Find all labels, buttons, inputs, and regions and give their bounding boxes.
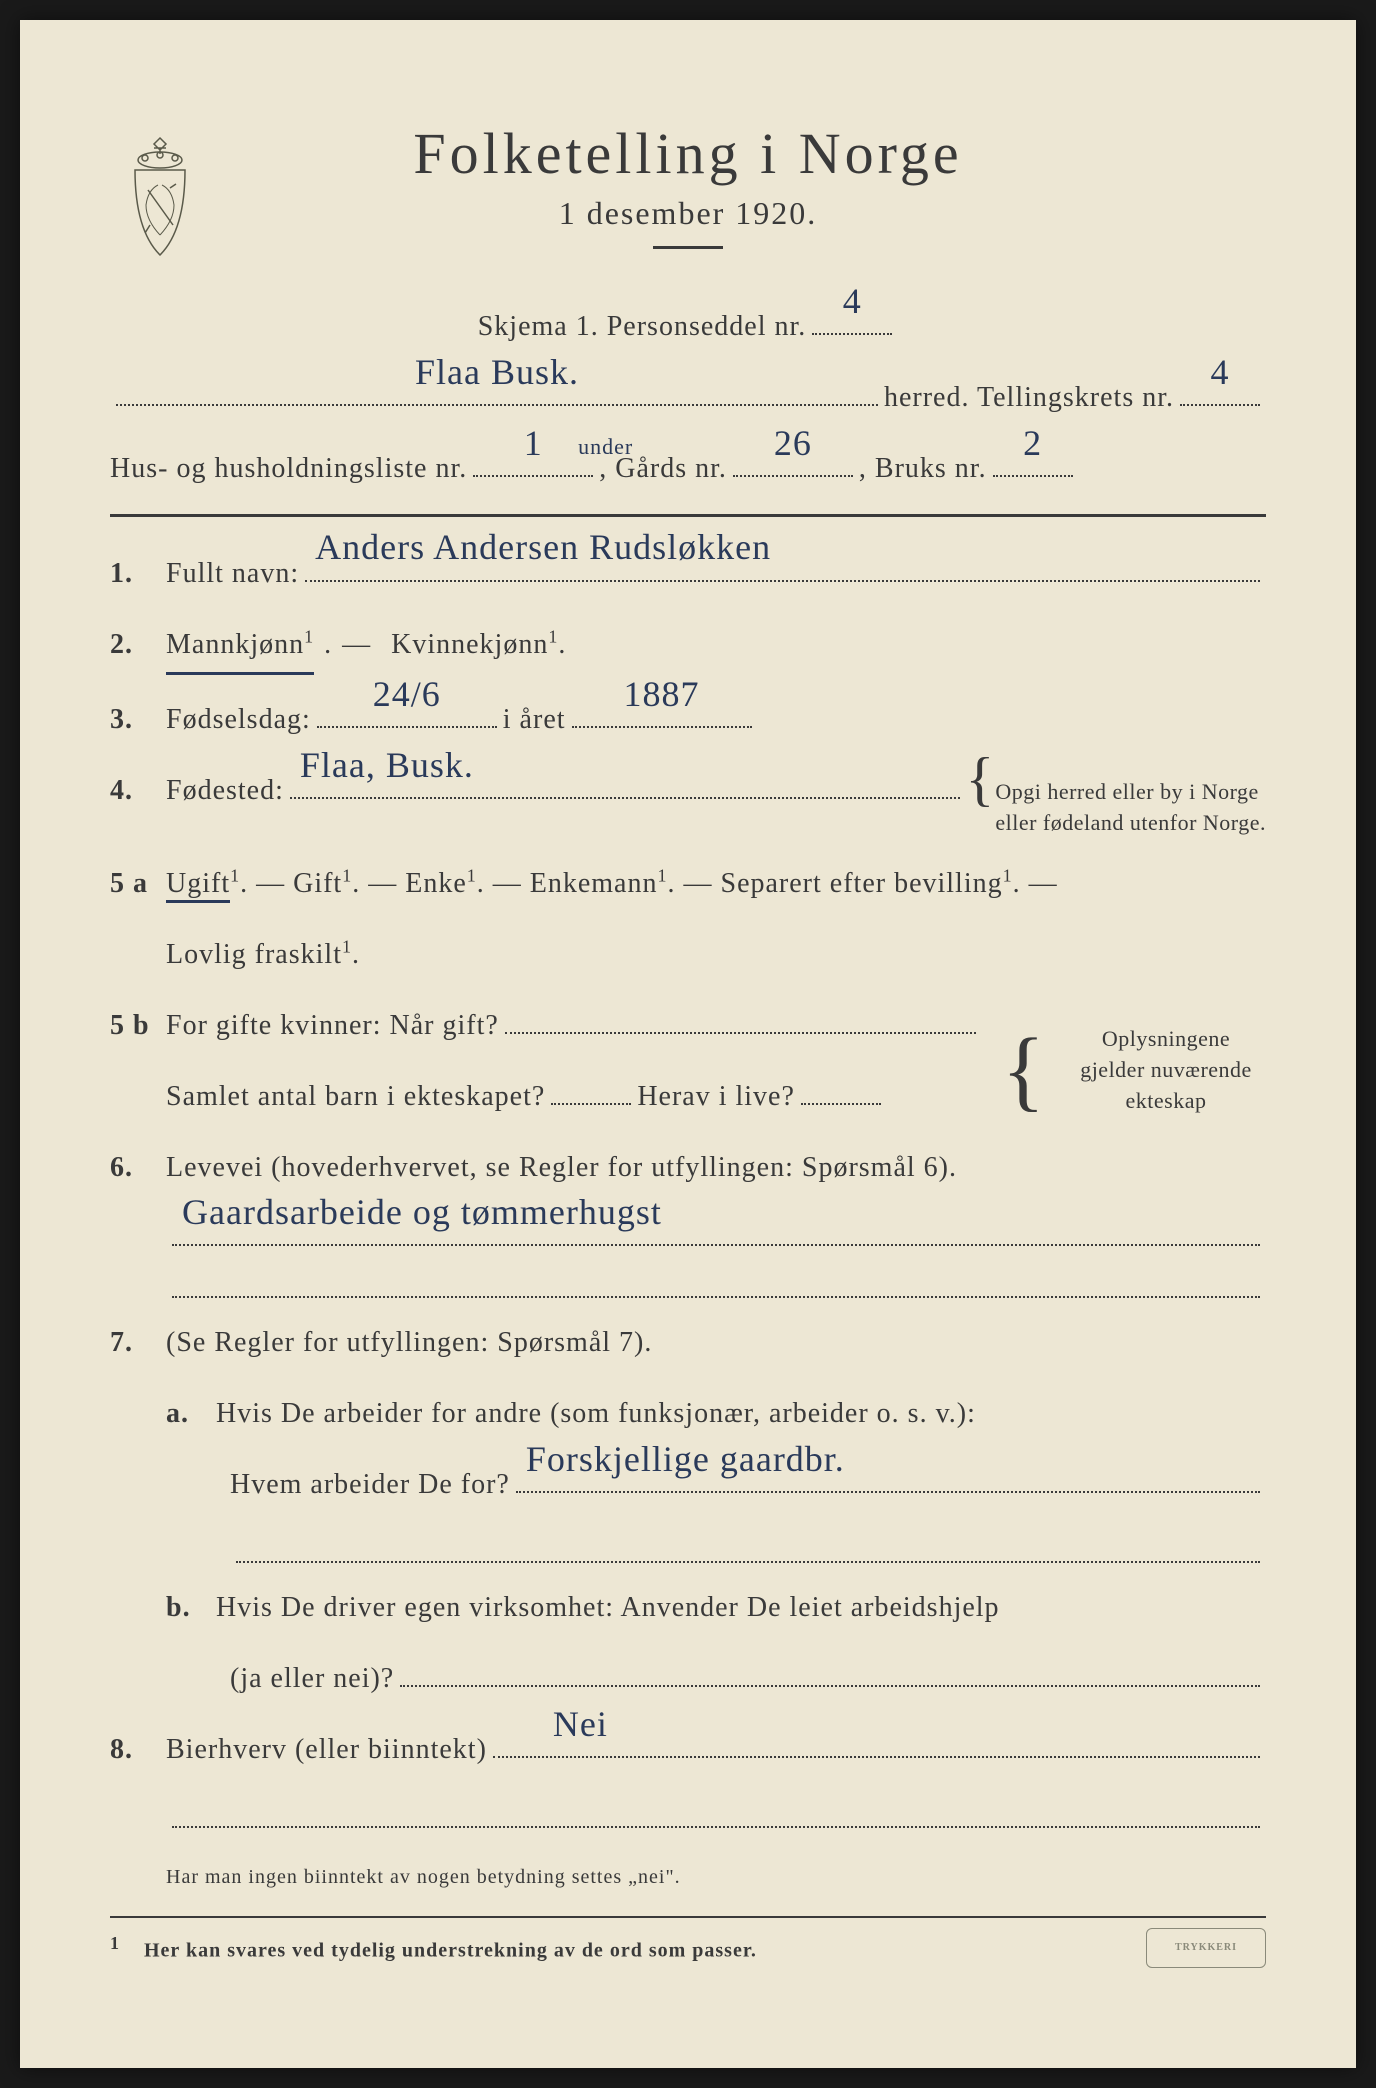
bruks-nr: 2: [993, 409, 1073, 477]
q7-label: (Se Regler for utfyllingen: Spørsmål 7).: [166, 1316, 652, 1369]
q6-blank-line: [110, 1264, 1266, 1298]
q3-year: 1887: [572, 660, 752, 728]
q7b-line1: b. Hvis De driver egen virksomhet: Anven…: [110, 1581, 1266, 1634]
q6-value: Gaardsarbeide og tømmerhugst: [172, 1178, 1260, 1246]
q8-num: 8.: [110, 1723, 166, 1776]
q7-line: 7. (Se Regler for utfyllingen: Spørsmål …: [110, 1316, 1266, 1369]
q7-num: 7.: [110, 1316, 166, 1369]
q4-num: 4.: [110, 764, 166, 817]
herred-value: Flaa Busk.: [116, 338, 878, 406]
q1-num: 1.: [110, 547, 166, 600]
q5a-opts: Ugift1. — Gift1. — Enke1. — Enkemann1. —…: [166, 857, 1058, 910]
husliste-label: Hus- og husholdningsliste nr.: [110, 442, 467, 495]
footnote-num: 1: [110, 1933, 120, 1953]
q4-field: Flaa, Busk.: [290, 766, 960, 800]
q6-num: 6.: [110, 1141, 166, 1194]
q5b-gift-field: [505, 1001, 976, 1035]
q4-value: Flaa, Busk.: [290, 731, 960, 799]
herred-field: Flaa Busk.: [116, 373, 878, 407]
tellingskrets-nr: 4: [1180, 338, 1260, 406]
q5b-barn-field: [551, 1072, 631, 1106]
q4-label: Fødested:: [166, 764, 284, 817]
q7a-field: Forskjellige gaardbr.: [516, 1460, 1260, 1494]
title-block: Folketelling i Norge 1 desember 1920.: [240, 120, 1136, 249]
q5a-opts2: Lovlig fraskilt1.: [166, 928, 360, 981]
q2-mann: Mannkjønn1: [166, 618, 314, 675]
census-form-page: Folketelling i Norge 1 desember 1920. Sk…: [20, 20, 1356, 2068]
q5b-group: 5 b For gifte kvinner: Når gift? Samlet …: [110, 999, 1266, 1141]
form-body: Skjema 1. Personseddel nr. 4 Flaa Busk. …: [110, 300, 1266, 1970]
q5b-line2: Samlet antal barn i ekteskapet? Herav i …: [110, 1070, 982, 1123]
brace-icon: {: [1002, 1048, 1046, 1093]
printer-stamp: TRYKKERI: [1146, 1928, 1266, 1968]
q8-field: Nei: [493, 1725, 1260, 1759]
q1-field: Anders Andersen Rudsløkken: [305, 548, 1260, 582]
gards-nr: 26: [733, 409, 853, 477]
q5b-line1: 5 b For gifte kvinner: Når gift?: [110, 999, 982, 1052]
husliste-field: 1 under: [473, 444, 593, 478]
q5b-l2a: Samlet antal barn i ekteskapet?: [166, 1070, 545, 1123]
q5b-l2b: Herav i live?: [637, 1070, 795, 1123]
gards-field: 26: [733, 444, 853, 478]
q3-year-field: 1887: [572, 694, 752, 728]
q5a-line1: 5 a Ugift1. — Gift1. — Enke1. — Enkemann…: [110, 857, 1266, 910]
personseddel-nr-field: 4: [812, 301, 892, 335]
q3-num: 3.: [110, 693, 166, 746]
q7a-value: Forskjellige gaardbr.: [516, 1425, 1260, 1493]
header: Folketelling i Norge 1 desember 1920.: [110, 120, 1266, 260]
husliste-nr: 1: [473, 409, 593, 477]
q8-value: Nei: [493, 1690, 1260, 1758]
q7a-field2: [236, 1529, 1260, 1563]
bruks-field: 2: [993, 444, 1073, 478]
title-rule: [653, 246, 723, 249]
tellingskrets-field: 4: [1180, 373, 1260, 407]
q7b-l1: Hvis De driver egen virksomhet: Anvender…: [216, 1581, 1000, 1634]
q7b-field: [400, 1654, 1260, 1688]
subtitle: 1 desember 1920.: [240, 195, 1136, 232]
q1-line: 1. Fullt navn: Anders Andersen Rudsløkke…: [110, 547, 1266, 600]
q5b-num: 5 b: [110, 999, 166, 1052]
q7a-blank: [110, 1529, 1266, 1563]
bruks-label: , Bruks nr.: [859, 442, 987, 495]
q7b-num: b.: [166, 1581, 216, 1634]
coat-of-arms-icon: [110, 130, 210, 260]
footnote-text: Her kan svares ved tydelig understreknin…: [144, 1940, 757, 1962]
q6-field2: [172, 1264, 1260, 1298]
q2-num: 2.: [110, 618, 166, 671]
q5b-aside: Oplysningene gjelder nuværende ekteskap: [1066, 1024, 1266, 1116]
hus-line: Hus- og husholdningsliste nr. 1 under , …: [110, 442, 1266, 495]
q4-aside: Opgi herred eller by i Norge eller fødel…: [995, 777, 1266, 839]
husliste-annotation: under: [578, 426, 633, 468]
q4-line: 4. Fødested: Flaa, Busk. { Opgi herred e…: [110, 764, 1266, 839]
q3-day-field: 24/6: [317, 694, 497, 728]
q5b-live-field: [801, 1072, 881, 1106]
q5a-num: 5 a: [110, 857, 166, 910]
q6-field: Gaardsarbeide og tømmerhugst: [172, 1213, 1260, 1247]
q8-label: Bierhverv (eller biinntekt): [166, 1723, 487, 1776]
q8-field2: [172, 1795, 1260, 1829]
personseddel-nr: 4: [812, 267, 892, 335]
q1-label: Fullt navn:: [166, 547, 299, 600]
footer-note: Har man ingen biinntekt av nogen betydni…: [110, 1858, 1266, 1896]
footnote-rule: 1 Her kan svares ved tydelig understrekn…: [110, 1916, 1266, 1970]
brace-icon: {: [966, 764, 996, 794]
q7b-l2: (ja eller nei)?: [230, 1652, 394, 1705]
herred-line: Flaa Busk. herred. Tellingskrets nr. 4: [110, 371, 1266, 424]
q7a-num: a.: [166, 1387, 216, 1440]
q7a-l2: Hvem arbeider De for?: [230, 1458, 510, 1511]
q5a-line2: Lovlig fraskilt1.: [110, 928, 1266, 981]
q5b-l1a: For gifte kvinner: Når gift?: [166, 999, 499, 1052]
q8-line: 8. Bierhverv (eller biinntekt) Nei: [110, 1723, 1266, 1776]
q6-value-line: Gaardsarbeide og tømmerhugst: [110, 1213, 1266, 1247]
q8-blank: [110, 1795, 1266, 1829]
main-title: Folketelling i Norge: [240, 120, 1136, 187]
q1-value: Anders Andersen Rudsløkken: [305, 513, 1260, 581]
q7a-line2: Hvem arbeider De for? Forskjellige gaard…: [110, 1458, 1266, 1511]
q3-day: 24/6: [317, 660, 497, 728]
